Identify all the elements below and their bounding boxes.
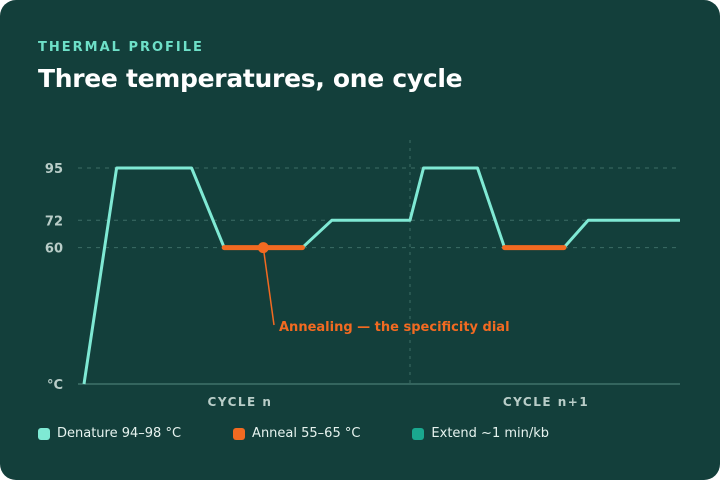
legend-item-anneal: Anneal 55–65 °C (233, 426, 360, 441)
chart-eyebrow: THERMAL PROFILE (38, 40, 204, 55)
y-tick-label-95: 95 (45, 162, 63, 177)
annotation-marker (257, 242, 269, 254)
annotation-leader (262, 247, 275, 326)
cycle-label-1: CYCLE n (208, 395, 273, 409)
y-unit-label: °C (47, 378, 63, 393)
temperature-trace (82, 166, 680, 385)
annotation-label: Annealing — the specificity dial (279, 320, 510, 335)
legend-item-denature: Denature 94–98 °C (38, 426, 181, 441)
legend-label-extend: Extend ~1 min/kb (431, 426, 550, 441)
chart-title: Three temperatures, one cycle (38, 64, 463, 93)
legend-swatch-anneal (233, 427, 246, 440)
legend-swatch-extend (412, 427, 425, 440)
legend-swatch-denature (38, 427, 50, 440)
legend-label-denature: Denature 94–98 °C (57, 426, 182, 441)
legend-item-extend: Extend ~1 min/kb (412, 426, 549, 441)
chart-legend: Denature 94–98 °C Anneal 55–65 °C Extend… (38, 426, 549, 441)
y-tick-label-60: 60 (45, 242, 63, 257)
legend-label-anneal: Anneal 55–65 °C (252, 426, 361, 441)
cycle-label-2: CYCLE n+1 (503, 395, 589, 409)
y-tick-label-72: 72 (45, 214, 63, 229)
